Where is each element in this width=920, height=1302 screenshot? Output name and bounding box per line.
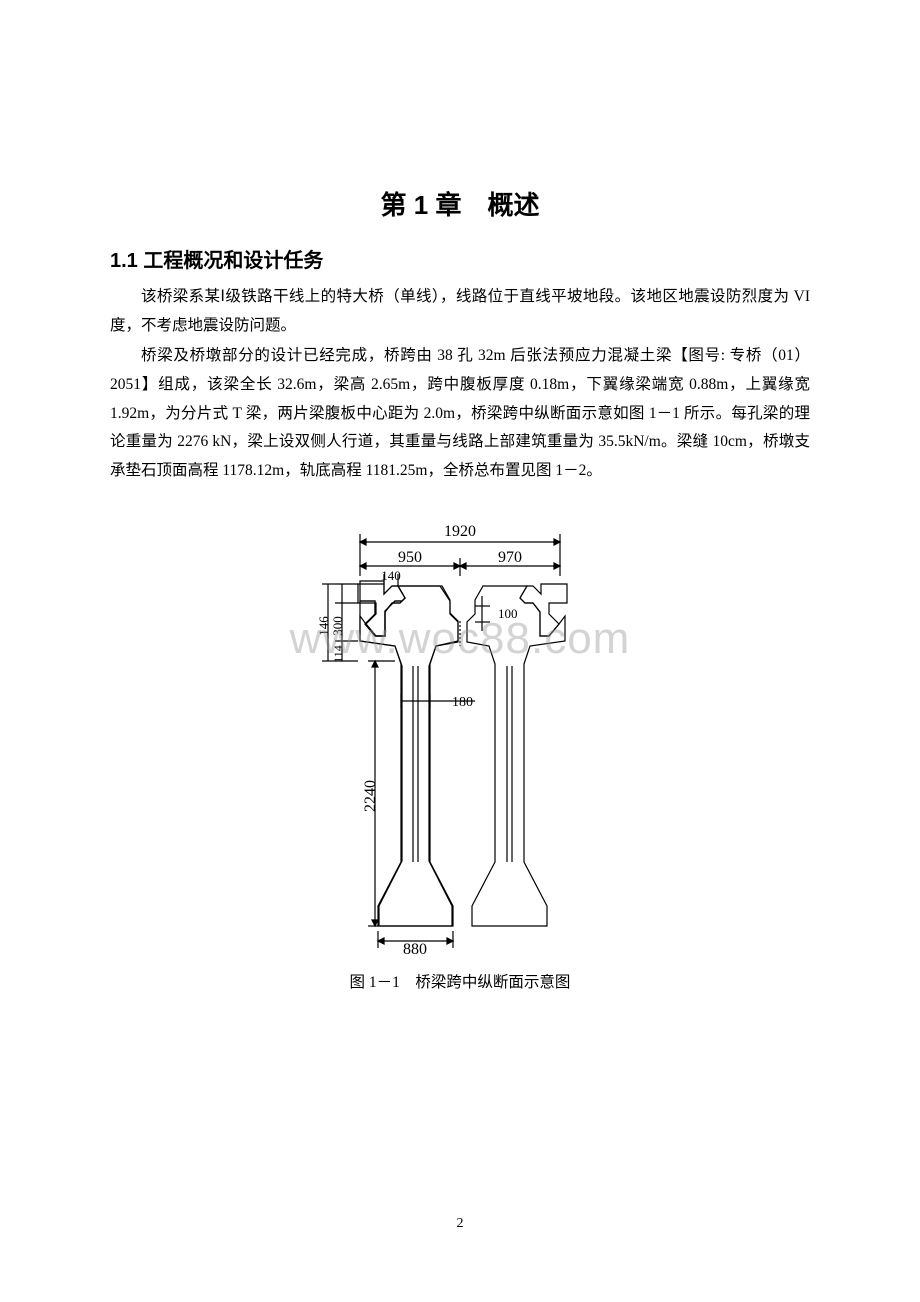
page-number: 2 — [0, 1216, 920, 1232]
dim-2240: 2240 — [362, 780, 379, 812]
dim-970: 970 — [498, 549, 522, 566]
dim-100: 100 — [498, 606, 518, 621]
chapter-title: 第 1 章 概述 — [110, 185, 810, 222]
dim-114: 114 — [331, 645, 345, 663]
dim-1920: 1920 — [444, 523, 476, 540]
figure-container: 1920 950 970 140 300 114 146 100 180 224… — [110, 506, 810, 992]
figure-caption: 图 1－1 桥梁跨中纵断面示意图 — [110, 970, 810, 992]
dim-140: 140 — [381, 568, 401, 583]
dim-880: 880 — [403, 941, 427, 956]
dim-300: 300 — [330, 616, 345, 636]
dim-146: 146 — [316, 615, 331, 635]
paragraph-2: 桥梁及桥墩部分的设计已经完成，桥跨由 38 孔 32m 后张法预应力混凝土梁【图… — [110, 342, 810, 485]
section-title: 1.1 工程概况和设计任务 — [110, 244, 810, 273]
cross-section-diagram: 1920 950 970 140 300 114 146 100 180 224… — [280, 506, 640, 956]
dim-950: 950 — [398, 549, 422, 566]
dim-180: 180 — [452, 695, 473, 710]
paragraph-1: 该桥梁系某Ⅰ级铁路干线上的特大桥（单线），线路位于直线平坡地段。该地区地震设防烈… — [110, 283, 810, 340]
